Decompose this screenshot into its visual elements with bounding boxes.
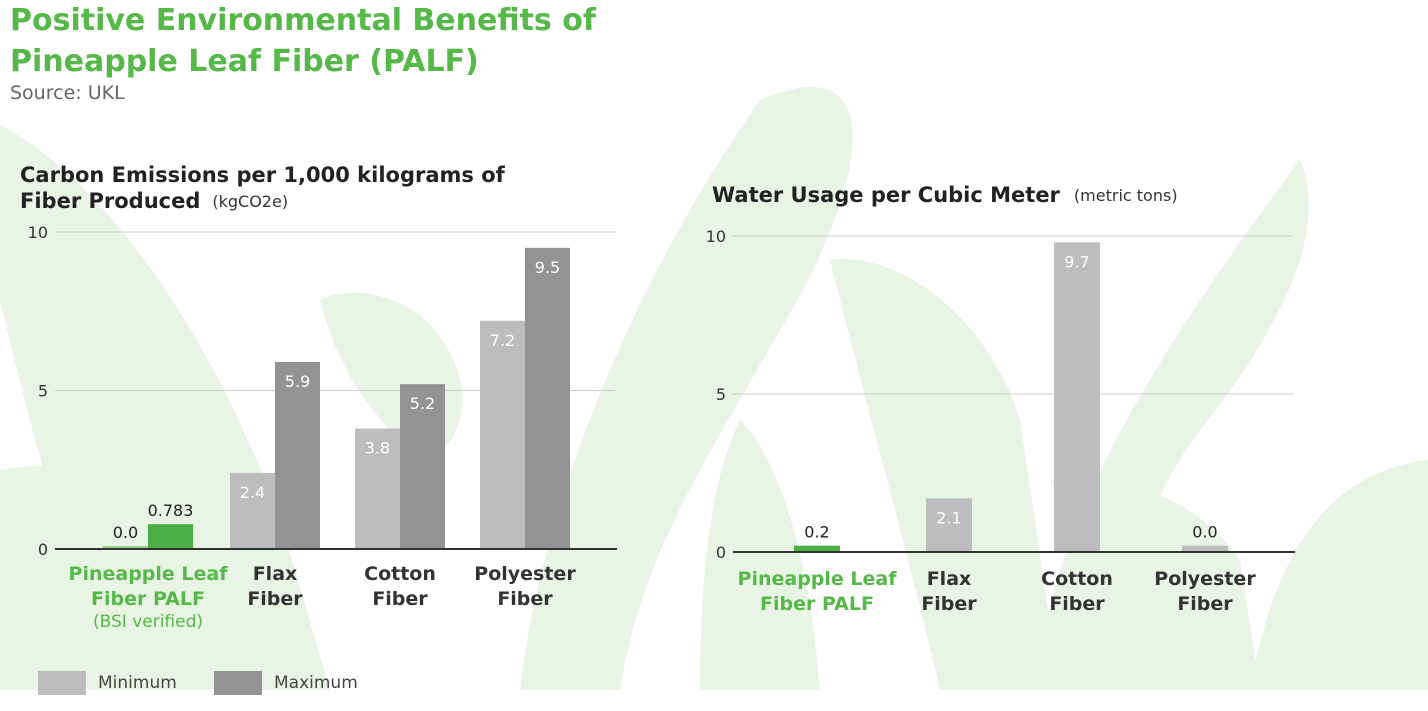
category-label: Flax [253, 563, 298, 585]
page-title: Positive Environmental Benefits of Pinea… [10, 0, 596, 82]
bar [1182, 545, 1228, 552]
bar [926, 498, 972, 552]
y-tick-label: 5 [716, 385, 726, 404]
bar [400, 384, 445, 549]
leaf-shape [520, 87, 853, 690]
page-title-line: Pineapple Leaf Fiber (PALF) [10, 44, 479, 79]
category-label: Fiber [497, 588, 553, 610]
y-tick-label: 0 [38, 540, 48, 559]
bar-value-label: 0.783 [148, 501, 194, 520]
bar-value-label: 9.5 [535, 258, 560, 277]
legend-label-maximum: Maximum [274, 673, 358, 693]
legend-swatch-minimum [38, 671, 86, 695]
legend: Minimum Maximum [38, 671, 390, 695]
bar [355, 428, 400, 549]
y-tick-label: 10 [706, 227, 726, 246]
chart-unit: (kgCO2e) [212, 192, 288, 211]
bar-value-label: 9.7 [1064, 252, 1089, 271]
legend-item-maximum: Maximum [214, 671, 378, 695]
bar [794, 545, 840, 552]
bar-value-label: 0.0 [1192, 523, 1217, 542]
bar [103, 546, 148, 549]
bar-value-label: 0.2 [804, 523, 829, 542]
legend-label-minimum: Minimum [98, 673, 177, 693]
leaf-shape [0, 465, 330, 690]
bar [1054, 242, 1100, 552]
y-tick-label: 10 [28, 223, 48, 242]
source-note: Source: UKL [10, 82, 125, 104]
category-label: Flax [927, 568, 972, 590]
category-label: Fiber [1049, 593, 1105, 615]
category-label: Cotton [1041, 568, 1113, 590]
leaf-shape [1050, 478, 1260, 690]
category-label: Pineapple Leaf [69, 563, 229, 585]
category-label: Fiber [372, 588, 428, 610]
bar-value-label: 5.9 [285, 372, 310, 391]
chart-title-line: Fiber Produced [20, 189, 200, 213]
legend-swatch-maximum [214, 671, 262, 695]
bar-value-label: 2.4 [240, 483, 265, 502]
bar [230, 472, 275, 549]
category-label: Polyester [1154, 568, 1256, 590]
leaf-shape [1250, 460, 1428, 690]
chart-title-line: Water Usage per Cubic Meter [712, 183, 1061, 207]
category-label: Fiber [247, 588, 303, 610]
bar [480, 320, 525, 549]
bar [148, 524, 193, 549]
legend-item-minimum: Minimum [38, 671, 202, 695]
leaf-shape [830, 259, 1060, 690]
page-title-line: Positive Environmental Benefits of [10, 3, 596, 38]
bar-value-label: 7.2 [490, 331, 515, 350]
bar-value-label: 3.8 [365, 439, 390, 458]
chart-unit: (metric tons) [1074, 186, 1178, 205]
category-note: (BSI verified) [93, 612, 203, 632]
category-label: Fiber PALF [91, 588, 205, 610]
category-label: Polyester [474, 563, 576, 585]
y-tick-label: 0 [716, 543, 726, 562]
category-label: Cotton [364, 563, 436, 585]
chart-title-line: Carbon Emissions per 1,000 kilograms of [20, 163, 506, 187]
bar-value-label: 2.1 [936, 508, 961, 527]
bar-value-label: 0.0 [113, 523, 138, 542]
y-tick-label: 5 [38, 382, 48, 401]
bar-value-label: 5.2 [410, 394, 435, 413]
category-label: Fiber [1177, 593, 1233, 615]
leaf-shape [700, 420, 820, 690]
category-label: Pineapple Leaf [738, 568, 898, 590]
bar [275, 361, 320, 549]
category-label: Fiber [921, 593, 977, 615]
category-label: Fiber PALF [760, 593, 874, 615]
bar [525, 247, 570, 549]
